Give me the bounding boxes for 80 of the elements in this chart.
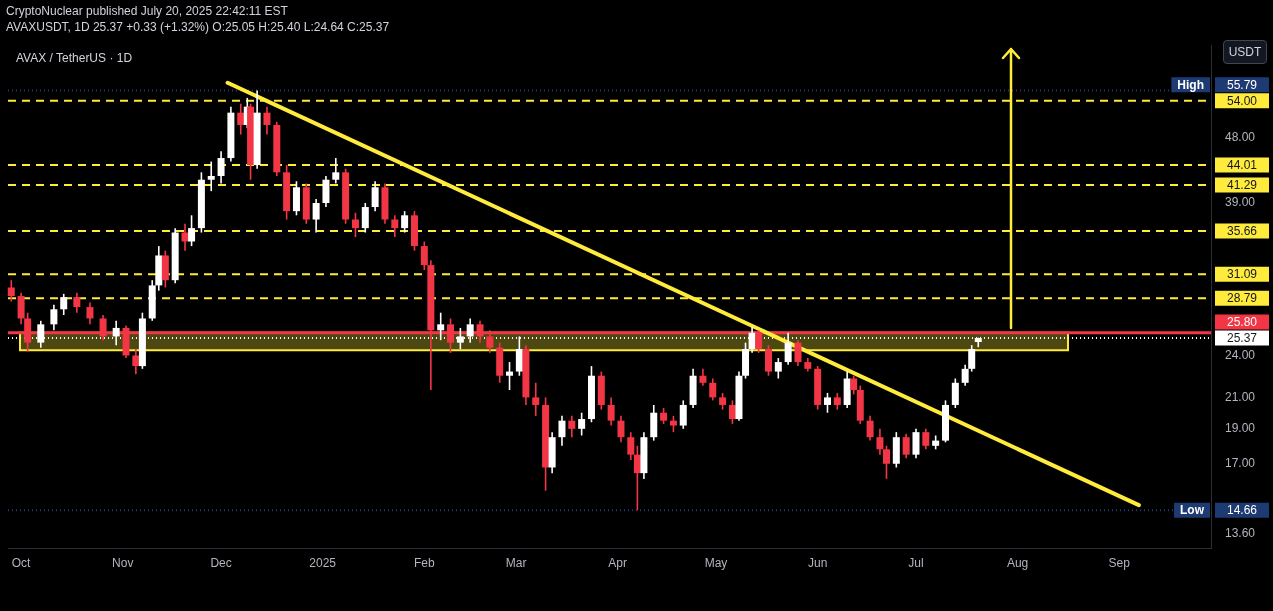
candlestick — [7, 279, 15, 303]
x-tick-label: Nov — [112, 555, 134, 570]
candlestick — [882, 445, 890, 480]
x-tick-label: 2025 — [309, 555, 337, 570]
candlestick — [922, 428, 930, 451]
candlestick — [679, 399, 687, 430]
candlestick — [568, 415, 576, 438]
candlestick — [866, 415, 874, 442]
candlestick — [784, 331, 792, 366]
candlestick — [607, 396, 615, 427]
candlestick — [207, 160, 215, 192]
candlestick — [73, 292, 81, 314]
x-tick-label: Jun — [807, 555, 828, 570]
x-tick-label: May — [704, 555, 728, 570]
candlestick — [332, 157, 340, 185]
text: AVAXUSDT, 1D 25.37 +0.33 (+1.32%) O:25.05 H:25.40 L:24.64 C:25.37 — [6, 20, 390, 34]
y-tick-label: 13.60 — [1225, 526, 1256, 541]
candlestick — [188, 214, 196, 247]
ref-line-label: 25.37 — [1226, 330, 1258, 345]
x-tick-label: Feb — [413, 555, 435, 570]
y-tick-label: 48.00 — [1225, 130, 1256, 145]
x-tick-label: Dec — [210, 555, 232, 570]
candlestick — [391, 214, 399, 238]
candlestick — [237, 102, 245, 136]
x-tick-label: Aug — [1006, 555, 1029, 570]
candlestick — [578, 411, 586, 437]
candlestick — [764, 344, 772, 377]
candlestick — [532, 381, 540, 417]
y-tick-label: 39.00 — [1225, 195, 1256, 210]
ref-line-label: 28.79 — [1226, 291, 1258, 306]
candlestick — [709, 377, 717, 402]
annotation: Low — [1180, 503, 1205, 518]
ref-line-label: 25.80 — [1226, 314, 1258, 329]
candlestick — [132, 348, 140, 376]
ref-line-label: 55.79 — [1226, 77, 1258, 92]
candlestick — [86, 301, 94, 326]
y-tick-label: 21.00 — [1225, 389, 1256, 404]
x-tick-label: Oct — [11, 555, 32, 570]
candlestick — [850, 374, 858, 396]
candlestick — [50, 304, 58, 332]
x-tick-label: Mar — [505, 555, 527, 570]
ref-line-label: 54.00 — [1226, 93, 1258, 108]
x-tick-label: Jul — [908, 555, 924, 570]
candlestick — [112, 320, 120, 346]
candlestick — [361, 202, 369, 234]
x-tick-label: Sep — [1108, 555, 1131, 570]
candlestick — [558, 415, 566, 447]
candlestick — [902, 433, 910, 460]
candlestick — [263, 105, 271, 136]
candlestick — [912, 428, 920, 460]
candlestick — [351, 212, 359, 238]
candlestick — [312, 198, 320, 234]
candlestick — [371, 180, 379, 212]
text: CryptoNuclear published July 20, 2025 22:42:11 EST — [6, 4, 288, 18]
candlestick — [876, 428, 884, 456]
candlestick — [774, 357, 782, 380]
candlestick — [60, 293, 68, 316]
candlestick — [617, 415, 625, 444]
candlestick — [951, 377, 959, 409]
y-tick-label: 17.00 — [1225, 456, 1256, 471]
annotation: High — [1177, 77, 1205, 92]
candlestick — [437, 311, 445, 341]
ref-line-label: 14.66 — [1226, 503, 1258, 518]
y-tick-label: 24.00 — [1225, 347, 1256, 362]
ref-line-label: 35.66 — [1226, 223, 1258, 238]
y-axis-title: USDT — [1223, 40, 1267, 64]
text: AVAX / TetherUS · 1D — [16, 51, 133, 66]
candlestick — [401, 210, 409, 234]
candlestick — [823, 392, 831, 414]
y-tick-label: 19.00 — [1225, 421, 1256, 436]
candlestick — [506, 361, 514, 391]
candlestick — [322, 175, 330, 208]
candlestick — [794, 339, 802, 367]
candlestick — [292, 180, 300, 217]
x-tick-label: Apr — [608, 555, 628, 570]
ref-line-label: 44.01 — [1226, 157, 1258, 172]
ref-line-label: 41.29 — [1226, 177, 1258, 192]
ref-line-label: 31.09 — [1226, 266, 1258, 281]
candlestick — [217, 150, 225, 185]
candlestick — [627, 431, 635, 461]
